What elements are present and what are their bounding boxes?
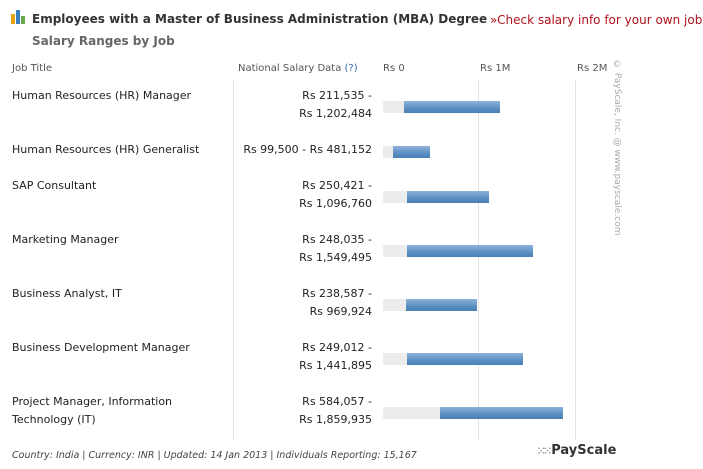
- salary-range-bar: [439, 407, 564, 419]
- footer-info: Country: India | Currency: INR | Updated…: [12, 450, 417, 461]
- job-title-header: Job Title: [12, 63, 53, 74]
- salary-range-bar: [407, 353, 523, 365]
- salary-range: Rs 99,500 - Rs 481,152: [236, 141, 372, 159]
- tick-label: Rs 2M: [577, 63, 608, 74]
- salary-high: Rs 969,924: [309, 305, 372, 318]
- salary-range: Rs 248,035 - Rs 1,549,495: [236, 231, 372, 267]
- bar-offset: [383, 407, 440, 419]
- gridline: [478, 80, 479, 440]
- copyright-watermark: © PayScale, Inc. @ www.payscale.com: [612, 60, 622, 236]
- salary-low: Rs 250,421 -: [302, 179, 372, 192]
- column-divider: [233, 80, 234, 440]
- salary-high: Rs 1,859,935: [299, 413, 372, 426]
- bar-offset: [383, 353, 408, 365]
- page-title: Employees with a Master of Business Admi…: [32, 12, 488, 26]
- job-title: Business Development Manager: [12, 341, 190, 354]
- check-salary-link[interactable]: »Check salary info for your own job: [490, 13, 702, 27]
- job-title: Human Resources (HR) Manager: [12, 89, 192, 102]
- salary-range: Rs 249,012 - Rs 1,441,895: [236, 339, 372, 375]
- job-title: Project Manager, Information Technology …: [12, 395, 173, 426]
- help-link[interactable]: (?): [344, 63, 358, 74]
- salary-range-bar: [407, 191, 490, 203]
- tick-label: Rs 0: [383, 63, 405, 74]
- bar-offset: [383, 191, 408, 203]
- salary-low: Rs 211,535 -: [302, 89, 372, 102]
- job-title: Business Analyst, IT: [12, 287, 122, 300]
- chart-logo-icon: [11, 10, 25, 24]
- salary-header: National Salary Data (?): [238, 63, 358, 74]
- salary-range-bar: [392, 146, 430, 158]
- bar-offset: [383, 299, 407, 311]
- salary-low: Rs 238,587 -: [302, 287, 372, 300]
- link-label: Check salary info for your own job: [497, 13, 703, 27]
- page-subtitle: Salary Ranges by Job: [32, 34, 175, 48]
- salary-low: Rs 249,012 -: [302, 341, 372, 354]
- salary-high: Rs 1,549,495: [299, 251, 372, 264]
- salary-low: Rs 99,500 - Rs 481,152: [243, 143, 372, 156]
- payscale-logo: ⁙⁙ PayScale: [537, 443, 616, 458]
- job-title: Human Resources (HR) Generalist: [12, 143, 200, 156]
- salary-low: Rs 248,035 -: [302, 233, 372, 246]
- gridline: [575, 80, 576, 440]
- salary-range: Rs 238,587 - Rs 969,924: [236, 285, 372, 321]
- job-title: Marketing Manager: [12, 233, 119, 246]
- payscale-dots-icon: ⁙⁙: [537, 446, 552, 457]
- salary-range: Rs 584,057 - Rs 1,859,935: [236, 393, 372, 429]
- salary-range-bar: [407, 245, 534, 257]
- brand-name: PayScale: [551, 443, 617, 458]
- bar-offset: [383, 146, 393, 158]
- salary-high: Rs 1,096,760: [299, 197, 372, 210]
- salary-range-bar: [406, 299, 478, 311]
- bar-offset: [383, 245, 408, 257]
- salary-range-bar: [403, 101, 500, 113]
- salary-range: Rs 211,535 - Rs 1,202,484: [236, 87, 372, 123]
- bar-offset: [383, 101, 404, 113]
- tick-label: Rs 1M: [480, 63, 511, 74]
- salary-range: Rs 250,421 - Rs 1,096,760: [236, 177, 372, 213]
- arrow-icon: »: [490, 13, 498, 27]
- salary-low: Rs 584,057 -: [302, 395, 372, 408]
- salary-header-label: National Salary Data: [238, 63, 342, 74]
- salary-high: Rs 1,202,484: [299, 107, 372, 120]
- salary-high: Rs 1,441,895: [299, 359, 372, 372]
- job-title: SAP Consultant: [12, 179, 97, 192]
